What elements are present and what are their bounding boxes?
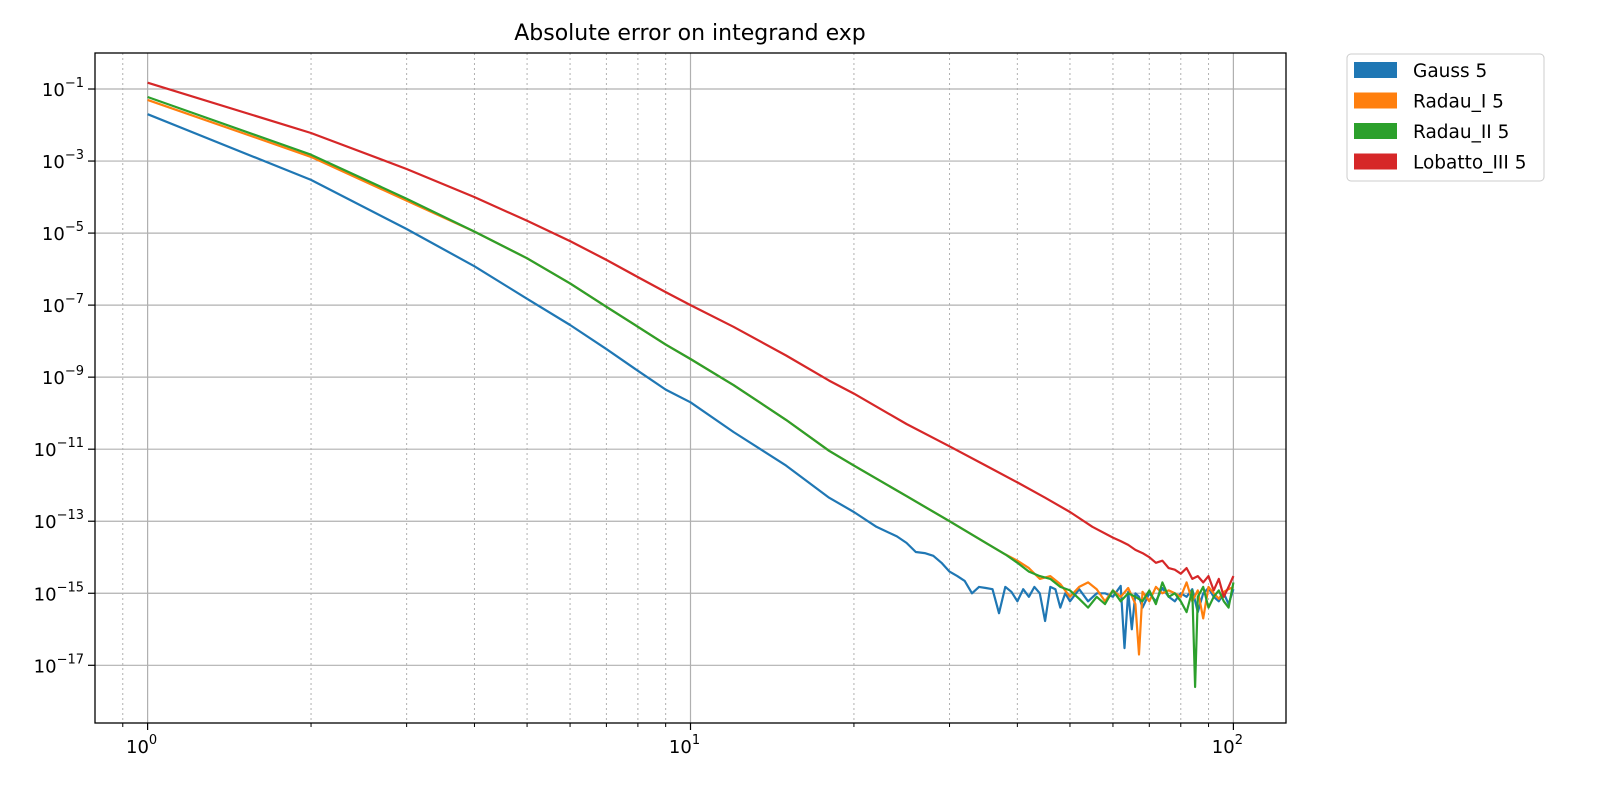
legend-swatch-3 — [1354, 153, 1397, 170]
y-tick-label: 10−7 — [42, 292, 84, 317]
y-tick-label: 10−17 — [34, 652, 84, 677]
legend-box — [1346, 53, 1545, 182]
y-tick-label: 10−5 — [42, 220, 84, 245]
series-line-2 — [147, 95, 1235, 689]
legend-label-1: Radau_I 5 — [1413, 92, 1504, 113]
legend-swatch-0 — [1354, 62, 1397, 78]
legend-label-0: Gauss 5 — [1413, 61, 1487, 82]
series-layer — [147, 81, 1235, 689]
ticks-layer: 100 101 102 10−1 10−3 10−5 10−7 10−9 10−11 10−13 1… — [34, 76, 1243, 758]
legend-label-2: Radau_II 5 — [1413, 122, 1509, 143]
legend-swatch-2 — [1354, 123, 1397, 139]
minor-gridlines — [122, 53, 1210, 723]
legend-label-3: Lobatto_III 5 — [1413, 153, 1526, 174]
chart-title: Absolute error on integrand exp — [514, 21, 866, 46]
y-tick-label: 10−3 — [42, 148, 84, 173]
y-tick-label: 10−11 — [34, 436, 84, 461]
major-gridlines — [95, 53, 1286, 723]
series-line-3 — [147, 81, 1235, 598]
x-tick-label: 102 — [1212, 733, 1243, 758]
y-tick-label: 10−1 — [42, 76, 84, 101]
legend-swatch-1 — [1354, 92, 1397, 109]
series-line-0 — [147, 113, 1235, 650]
legend: Gauss 5 Radau_I 5 Radau_II 5 Lobatto_III 5 — [1346, 53, 1545, 182]
y-tick-label: 10−13 — [34, 508, 84, 533]
x-tick-label: 101 — [669, 733, 700, 758]
y-tick-label: 10−15 — [34, 580, 84, 605]
x-tick-label: 100 — [126, 733, 157, 758]
y-tick-label: 10−9 — [42, 364, 84, 389]
